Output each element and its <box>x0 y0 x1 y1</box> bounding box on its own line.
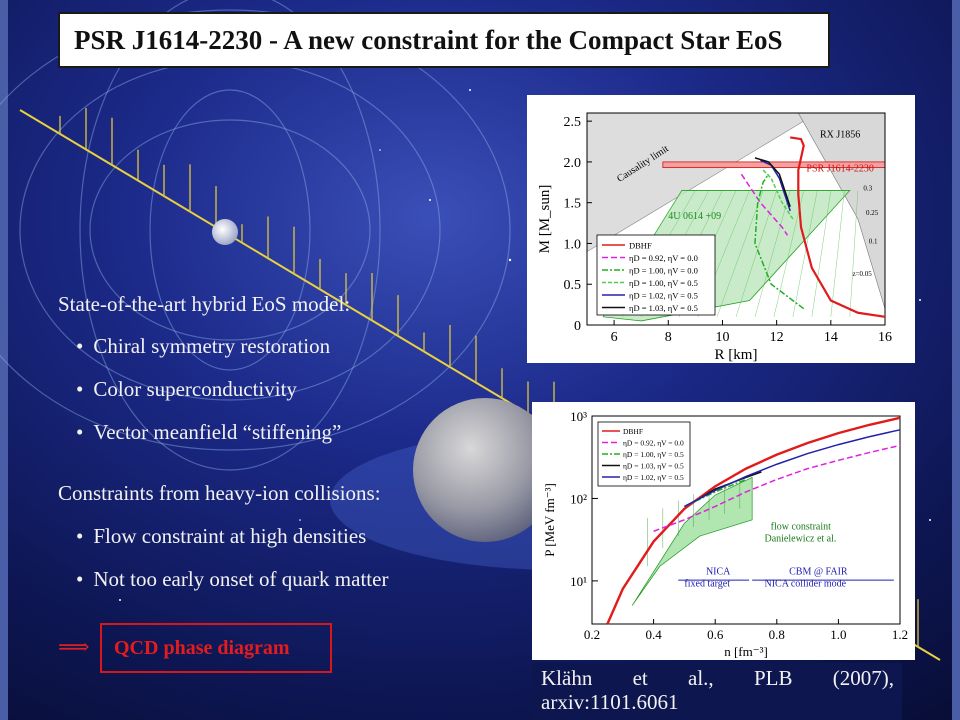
psr-label: PSR J1614-2230 <box>806 164 874 175</box>
y-tick-label: 10¹ <box>570 574 587 589</box>
legend-label: DBHF <box>629 241 652 251</box>
legend-label: ηD = 1.02, ηV = 0.5 <box>623 473 684 482</box>
nica-collider-label: NICA collider mode <box>764 578 846 589</box>
series-line <box>606 416 901 625</box>
slide-title: PSR J1614-2230 - A new constraint for th… <box>58 12 830 68</box>
band-label: 0.3 <box>863 184 872 192</box>
y-tick-label: 10³ <box>570 409 587 424</box>
pressure-density-chart: 0.2 0.4 0.6 0.8 1.0 1.2 10¹ 10² 10³ n [fm⁻³] P [Me… <box>532 402 915 660</box>
legend-label: ηD = 1.03, ηV = 0.5 <box>623 462 684 471</box>
4u-label: 4U 0614 +09 <box>668 211 721 222</box>
series-line <box>754 173 805 310</box>
hatch-line <box>716 190 764 317</box>
y-tick-label: 1.0 <box>564 237 582 252</box>
band-label: z=0.05 <box>852 270 872 278</box>
legend-label: ηD = 0.92, ηV = 0.0 <box>623 439 684 448</box>
x-tick-label: 12 <box>770 330 784 345</box>
bullet-vector: Vector meanfield “stiffening” <box>76 420 341 445</box>
series-line <box>684 429 901 508</box>
band-label: 0.1 <box>869 237 878 245</box>
hatch-line <box>811 190 832 317</box>
legend-label: ηD = 1.00, ηV = 0.5 <box>623 450 684 459</box>
x-tick-label: 0.6 <box>707 627 724 642</box>
cbm-fair-label: CBM @ FAIR <box>789 566 848 577</box>
bullet-flow: Flow constraint at high densities <box>76 524 366 549</box>
bullet-onset: Not too early onset of quark matter <box>76 567 388 592</box>
bullet-chiral: Chiral symmetry restoration <box>76 334 330 359</box>
series-line <box>740 173 789 236</box>
y-axis-label: P [MeV fm⁻³] <box>542 483 557 557</box>
flow-constraint-label: flow constraint <box>771 522 831 533</box>
hatch-line <box>792 190 818 317</box>
x-tick-label: 0.8 <box>769 627 785 642</box>
y-tick-label: 1.5 <box>564 197 582 212</box>
citation-line-1: Klähn et al., PLB (2007), <box>541 666 894 690</box>
qcd-phase-diagram-link[interactable]: QCD phase diagram <box>100 623 332 673</box>
series-line <box>760 159 791 212</box>
mass-radius-chart: 6 8 10 12 14 16 0 0.5 1.0 1.5 2.0 2.5 R [km] M [M_sun… <box>527 95 915 363</box>
band-label: 0.25 <box>866 209 879 217</box>
citation-backdrop <box>532 663 902 720</box>
legend-label: ηD = 1.00, ηV = 0.0 <box>629 266 698 276</box>
x-tick-label: 16 <box>878 330 892 345</box>
hatch-line <box>754 190 791 317</box>
y-tick-label: 10² <box>570 491 587 506</box>
fixed-target-label: fixed target <box>684 578 730 589</box>
x-tick-label: 6 <box>611 330 618 345</box>
x-tick-label: 0.4 <box>645 627 662 642</box>
legend-box <box>596 234 716 316</box>
series-line <box>684 478 747 508</box>
x-tick-label: 0.2 <box>584 627 600 642</box>
y-tick-label: 0 <box>574 319 581 334</box>
danielewicz-label: Danielewicz et al. <box>764 534 836 545</box>
series-line <box>762 169 794 220</box>
y-tick-label: 2.0 <box>564 156 582 171</box>
section-heading-hic: Constraints from heavy-ion collisions: <box>58 481 381 505</box>
rx-j1856-label: RX J1856 <box>820 129 860 140</box>
legend-label: DBHF <box>623 427 643 436</box>
y-axis-label: M [M_sun] <box>537 185 553 254</box>
legend-label: ηD = 1.02, ηV = 0.5 <box>629 291 698 301</box>
series-line <box>653 444 901 532</box>
x-tick-label: 1.0 <box>830 627 846 642</box>
implies-arrow-icon: ⟹ <box>58 634 90 659</box>
hatch-line <box>830 190 845 317</box>
plot-frame <box>586 112 886 326</box>
x-tick-label: 14 <box>824 330 838 345</box>
x-tick-label: 1.2 <box>892 627 908 642</box>
series-line <box>790 136 886 318</box>
nica-label: NICA <box>706 566 731 577</box>
section-heading-eos: State-of-the-art hybrid EoS model: <box>58 292 351 316</box>
plot-frame <box>591 415 901 625</box>
legend-label: ηD = 1.03, ηV = 0.5 <box>629 303 698 313</box>
citation-line-2: arxiv:1101.6061 <box>541 690 679 714</box>
hatch-line <box>849 190 859 317</box>
x-axis-label: n [fm⁻³] <box>724 644 768 659</box>
y-tick-label: 2.5 <box>564 115 582 130</box>
legend-label: ηD = 1.00, ηV = 0.5 <box>629 278 698 288</box>
x-tick-label: 8 <box>665 330 672 345</box>
flow-constraint-region <box>631 476 753 606</box>
x-axis-label: R [km] <box>715 347 758 363</box>
legend-label: ηD = 0.92, ηV = 0.0 <box>629 253 698 263</box>
y-tick-label: 0.5 <box>564 278 582 293</box>
hatch-line <box>735 190 777 317</box>
bullet-color-sc: Color superconductivity <box>76 377 297 402</box>
legend-box <box>597 421 691 487</box>
series-line <box>754 157 791 208</box>
x-tick-label: 10 <box>715 330 729 345</box>
